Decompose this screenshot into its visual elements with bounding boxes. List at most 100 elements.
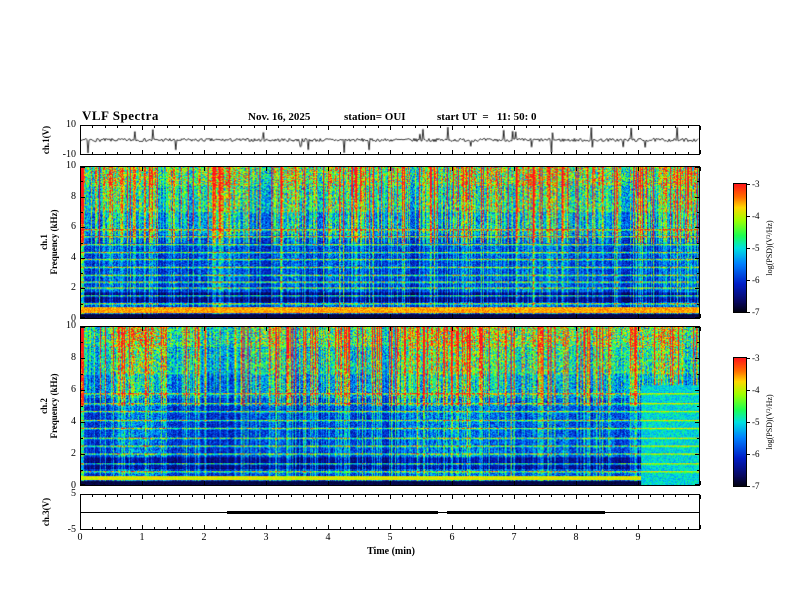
- tick-mark: [328, 314, 329, 318]
- tick-mark: [92, 495, 93, 497]
- tick-mark: [747, 454, 750, 455]
- tick-mark: [514, 314, 515, 318]
- tick-mark: [167, 152, 168, 154]
- tick-mark: [254, 527, 255, 529]
- tick-mark: [697, 212, 699, 213]
- ch1-spectrogram-canvas: [81, 167, 699, 318]
- y-tick-label: -5: [67, 524, 76, 535]
- tick-mark: [564, 152, 565, 154]
- tick-mark: [353, 527, 354, 529]
- tick-mark: [316, 152, 317, 154]
- tick-mark: [229, 152, 230, 154]
- tick-mark: [526, 152, 527, 154]
- tick-mark: [415, 152, 416, 154]
- tick-mark: [105, 152, 106, 154]
- y-tick-label: 8: [71, 352, 76, 363]
- tick-mark: [130, 152, 131, 154]
- colorbar-ch1: [733, 183, 747, 313]
- tick-mark: [588, 126, 589, 128]
- colorbar-tick-label: -6: [752, 275, 760, 285]
- tick-mark: [514, 525, 515, 529]
- tick-mark: [650, 126, 651, 128]
- tick-mark: [576, 167, 577, 171]
- tick-mark: [328, 150, 329, 154]
- tick-mark: [477, 527, 478, 529]
- tick-mark: [81, 243, 83, 244]
- tick-mark: [427, 495, 428, 497]
- y-tick-label: 8: [71, 190, 76, 202]
- station-label: station= OUI: [344, 111, 406, 123]
- tick-mark: [80, 126, 81, 130]
- tick-mark: [291, 152, 292, 154]
- tick-mark: [700, 167, 701, 171]
- tick-mark: [179, 152, 180, 154]
- tick-mark: [663, 152, 664, 154]
- tick-mark: [117, 126, 118, 128]
- tick-mark: [464, 527, 465, 529]
- tick-mark: [316, 527, 317, 529]
- tick-mark: [229, 527, 230, 529]
- y-tick-label: 4: [71, 416, 76, 427]
- tick-mark: [477, 152, 478, 154]
- tick-mark: [278, 495, 279, 497]
- tick-mark: [650, 495, 651, 497]
- tick-mark: [216, 152, 217, 154]
- tick-mark: [92, 126, 93, 128]
- colorbar-tick-label: -5: [752, 243, 760, 253]
- tick-mark: [452, 327, 453, 331]
- tick-mark: [663, 527, 664, 529]
- tick-mark: [440, 495, 441, 497]
- tick-mark: [695, 390, 699, 391]
- tick-mark: [427, 152, 428, 154]
- tick-mark: [241, 495, 242, 497]
- tick-mark: [378, 495, 379, 497]
- tick-mark: [340, 152, 341, 154]
- tick-mark: [576, 150, 577, 154]
- tick-mark: [142, 327, 143, 331]
- colorbar-tick-label: -3: [752, 179, 760, 189]
- tick-mark: [266, 126, 267, 130]
- tick-mark: [514, 481, 515, 485]
- tick-mark: [142, 495, 143, 499]
- tick-mark: [489, 152, 490, 154]
- tick-mark: [695, 317, 699, 318]
- tick-mark: [402, 126, 403, 128]
- tick-mark: [402, 152, 403, 154]
- tick-mark: [105, 527, 106, 529]
- tick-mark: [697, 406, 699, 407]
- tick-mark: [179, 495, 180, 497]
- tick-mark: [278, 126, 279, 128]
- tick-mark: [697, 273, 699, 274]
- tick-mark: [427, 527, 428, 529]
- x-tick-label: 8: [573, 532, 579, 543]
- tick-mark: [390, 481, 391, 485]
- tick-mark: [130, 527, 131, 529]
- tick-mark: [254, 126, 255, 128]
- tick-mark: [452, 525, 453, 529]
- tick-mark: [747, 216, 750, 217]
- x-tick-label: 3: [263, 532, 269, 543]
- tick-mark: [638, 126, 639, 130]
- tick-mark: [241, 527, 242, 529]
- tick-mark: [266, 167, 267, 171]
- tick-mark: [700, 314, 701, 318]
- tick-mark: [747, 486, 750, 487]
- tick-mark: [564, 527, 565, 529]
- tick-mark: [81, 167, 85, 168]
- tick-mark: [551, 527, 552, 529]
- colorbar-ch2: [733, 357, 747, 487]
- tick-mark: [291, 126, 292, 128]
- tick-mark: [229, 126, 230, 128]
- tick-mark: [638, 150, 639, 154]
- x-tick-label: 1: [139, 532, 145, 543]
- tick-mark: [154, 495, 155, 497]
- tick-mark: [81, 342, 83, 343]
- tick-mark: [551, 126, 552, 128]
- tick-mark: [204, 525, 205, 529]
- tick-mark: [81, 422, 85, 423]
- tick-mark: [216, 527, 217, 529]
- tick-mark: [142, 314, 143, 318]
- y-tick-label: 0: [71, 480, 76, 491]
- tick-mark: [204, 327, 205, 331]
- tick-mark: [452, 126, 453, 130]
